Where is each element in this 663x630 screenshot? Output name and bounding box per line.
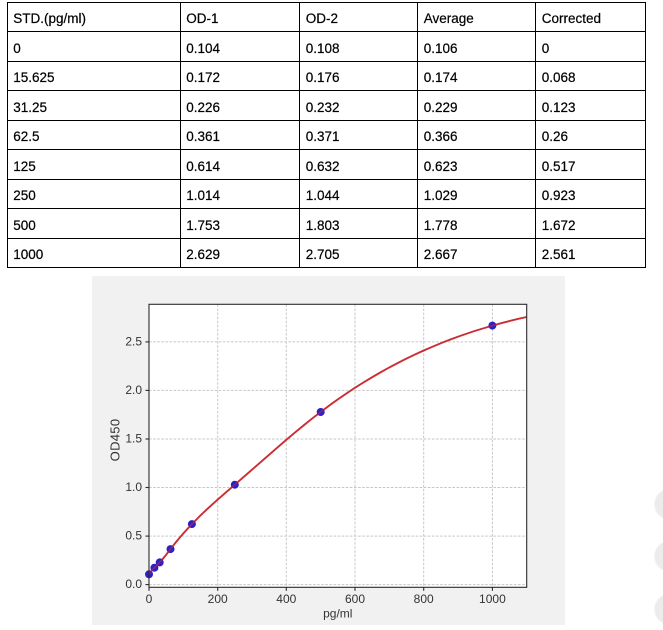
svg-text:1.5: 1.5 <box>125 432 142 446</box>
svg-text:2.0: 2.0 <box>125 383 142 397</box>
svg-text:0.5: 0.5 <box>125 529 142 543</box>
svg-text:1.0: 1.0 <box>125 480 142 494</box>
svg-text:pg/ml: pg/ml <box>323 607 352 621</box>
svg-text:800: 800 <box>414 592 434 606</box>
svg-text:400: 400 <box>276 592 296 606</box>
svg-text:1000: 1000 <box>479 592 506 606</box>
svg-text:2.5: 2.5 <box>125 335 142 349</box>
svg-text:0: 0 <box>146 592 153 606</box>
svg-text:OD450: OD450 <box>107 419 122 462</box>
svg-text:600: 600 <box>345 592 365 606</box>
svg-text:200: 200 <box>208 592 228 606</box>
svg-text:0.0: 0.0 <box>125 577 142 591</box>
